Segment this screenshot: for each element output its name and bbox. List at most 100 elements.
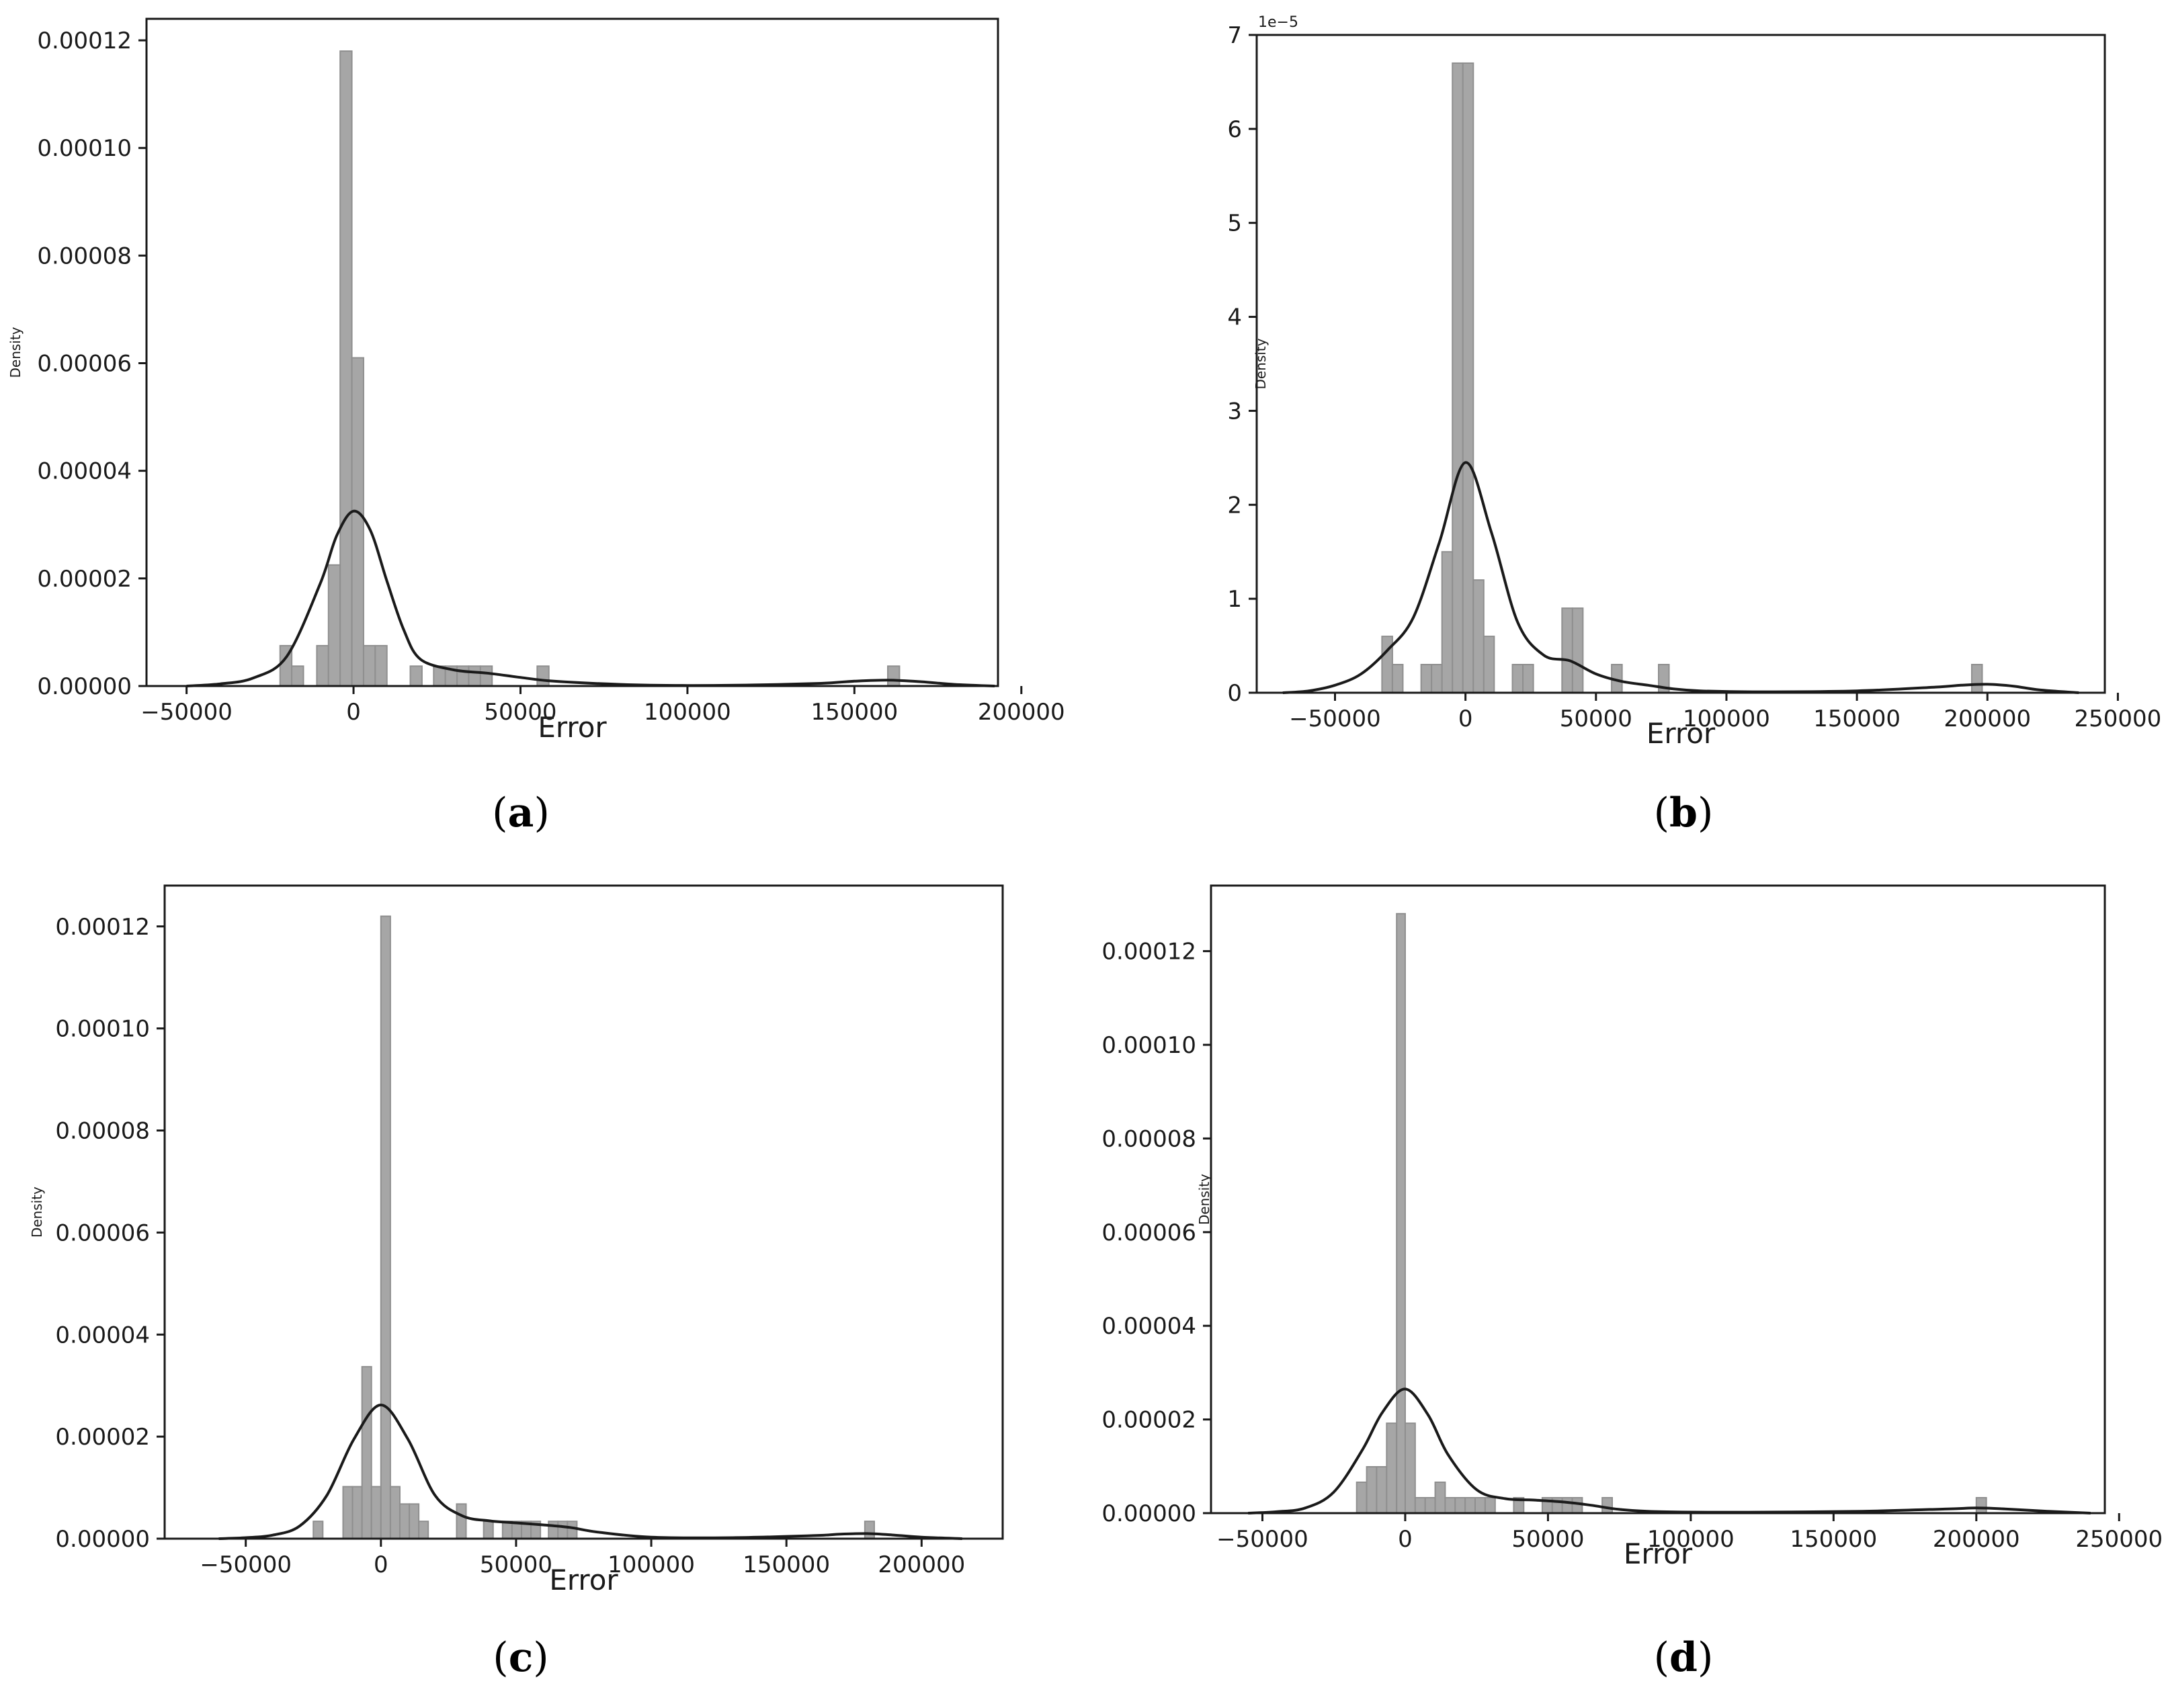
panel-caption: (c) — [493, 1634, 548, 1681]
y-tick-label: 2 — [1227, 492, 1242, 519]
y-tick-label: 0.00002 — [1101, 1407, 1196, 1434]
x-axis-label: Error — [1624, 1537, 1693, 1570]
x-tick-label: 250000 — [2075, 706, 2162, 732]
histogram-bar — [351, 1486, 363, 1539]
x-axis-label: Error — [538, 711, 607, 744]
histogram-bar — [1434, 1481, 1446, 1514]
histogram-bar — [1462, 62, 1474, 693]
y-tick-label: 0.00000 — [1101, 1500, 1196, 1527]
y-tick-label: 0 — [1227, 680, 1242, 707]
y-axis-label: Density — [1253, 338, 1269, 389]
histogram-bar — [1561, 607, 1573, 694]
histogram-bar — [557, 1521, 569, 1539]
x-tick-label: 100000 — [1683, 706, 1770, 732]
histogram-bar — [316, 644, 329, 687]
histogram-bar — [1511, 664, 1524, 693]
panel-caption: (d) — [1654, 1634, 1714, 1681]
y-tick-label: 0.00004 — [37, 458, 132, 485]
x-tick-label: 0 — [374, 1551, 388, 1578]
x-tick-label: 50000 — [1511, 1526, 1584, 1553]
histogram-bar — [1366, 1465, 1378, 1514]
histogram-bar — [887, 665, 901, 687]
histogram-bar — [1975, 1496, 1987, 1514]
y-tick-label: 0.00000 — [55, 1526, 150, 1553]
histogram-bar — [1474, 1496, 1486, 1514]
y-tick-label: 0.00004 — [55, 1322, 150, 1349]
histogram-bar — [1571, 607, 1584, 694]
plot-frame — [1255, 34, 2106, 694]
histogram-bar — [1571, 1496, 1583, 1514]
y-offset-label: 1e−5 — [1258, 14, 1298, 31]
x-tick-label: −50000 — [1216, 1526, 1308, 1553]
histogram-bar — [418, 1521, 429, 1539]
histogram-bar — [1424, 1496, 1436, 1514]
y-tick-label: 0.00004 — [1101, 1313, 1196, 1340]
histogram-bar — [399, 1503, 411, 1540]
histogram-bar — [501, 1521, 513, 1539]
x-tick-label: 50000 — [480, 1551, 552, 1578]
histogram-bar — [339, 50, 353, 687]
panel-caption: (a) — [492, 789, 550, 837]
histogram-bar — [456, 1503, 467, 1540]
x-tick-label: 50000 — [1560, 706, 1632, 732]
y-tick-label: 0.00012 — [1101, 939, 1196, 966]
x-tick-label: 0 — [346, 699, 361, 726]
y-axis-label: Density — [7, 327, 24, 378]
histogram-bar — [864, 1521, 875, 1539]
y-tick-label: 0.00002 — [55, 1424, 150, 1451]
histogram-bar — [1484, 1496, 1496, 1514]
histogram-bar — [567, 1521, 578, 1539]
y-tick-label: 0.00012 — [37, 28, 132, 54]
y-tick-label: 0.00002 — [37, 566, 132, 593]
histogram-bar — [361, 1366, 372, 1539]
y-axis-label: Density — [1196, 1174, 1212, 1225]
histogram-bar — [1391, 664, 1404, 693]
histogram-bar — [291, 665, 304, 687]
kde-curve — [1248, 1387, 2091, 1514]
x-tick-label: 100000 — [644, 699, 731, 726]
y-tick-label: 1 — [1227, 586, 1242, 613]
histogram-bar — [1454, 1496, 1466, 1514]
panel-caption-letter: a — [508, 789, 534, 837]
histogram-bar — [1472, 579, 1485, 694]
y-tick-label: 4 — [1227, 304, 1242, 331]
histogram-bar — [312, 1521, 324, 1539]
histogram-bar — [351, 357, 364, 687]
x-tick-label: 150000 — [1813, 706, 1901, 732]
histogram-bar — [1356, 1481, 1368, 1514]
y-axis-label: Density — [29, 1187, 45, 1238]
histogram-bar — [327, 564, 341, 687]
x-tick-label: 100000 — [1647, 1526, 1735, 1553]
panel-caption-letter: d — [1669, 1634, 1698, 1681]
histogram-bar — [468, 665, 481, 687]
histogram-bar — [1376, 1465, 1388, 1514]
x-axis-label: Error — [1646, 717, 1716, 750]
histogram-bar — [483, 1521, 494, 1539]
histogram-bar — [374, 644, 388, 687]
histogram-bar — [1441, 551, 1454, 694]
histogram-bar — [548, 1521, 559, 1539]
y-tick-label: 0.00010 — [37, 135, 132, 162]
histogram-bar — [362, 644, 376, 687]
histogram-bar — [1420, 664, 1433, 693]
y-tick-label: 0.00010 — [1101, 1032, 1196, 1059]
x-axis-label: Error — [549, 1564, 618, 1596]
panel-caption: (b) — [1654, 789, 1714, 837]
plot-frame — [1210, 884, 2106, 1514]
histogram-bar — [1386, 1422, 1398, 1514]
x-tick-label: 50000 — [484, 699, 556, 726]
y-tick-label: 5 — [1227, 210, 1242, 237]
x-tick-label: −50000 — [200, 1551, 292, 1578]
y-tick-label: 6 — [1227, 116, 1242, 143]
panel-d: −50000 0 50000 100000 150000 200000 250000 0.00… — [1101, 884, 2163, 1681]
histogram-bar — [409, 1503, 420, 1540]
plot-frame — [163, 884, 1004, 1540]
histogram-bar — [342, 1486, 353, 1539]
histogram-bar — [536, 665, 550, 687]
y-tick-label: 0.00008 — [37, 243, 132, 269]
x-tick-label: 200000 — [1933, 1526, 2020, 1553]
histogram-bar — [1404, 1422, 1416, 1514]
histogram-bar — [1431, 664, 1443, 693]
panel-caption-letter: b — [1669, 789, 1698, 837]
